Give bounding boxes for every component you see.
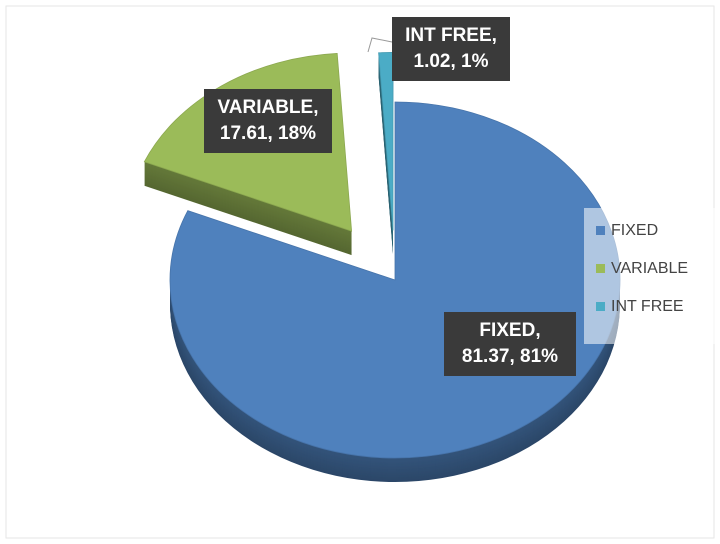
legend-label: INT FREE [611,298,684,315]
data-label: INT FREE, 1.02, 1% [392,17,510,81]
legend-label: FIXED [611,222,659,239]
legend: FIXED VARIABLE INT FREE [584,208,716,344]
legend-label: VARIABLE [611,260,689,277]
legend-swatch [596,264,605,274]
legend-entry: VARIABLE [596,260,688,278]
legend-entry: INT FREE [596,298,684,316]
slice [378,52,394,231]
leader-line [367,37,393,53]
legend-swatch [596,302,605,312]
data-label: FIXED, 81.37, 81% [444,312,576,376]
data-label: VARIABLE, 17.61, 18% [204,89,332,153]
legend-swatch [596,226,605,236]
legend-entry: FIXED [596,222,658,240]
